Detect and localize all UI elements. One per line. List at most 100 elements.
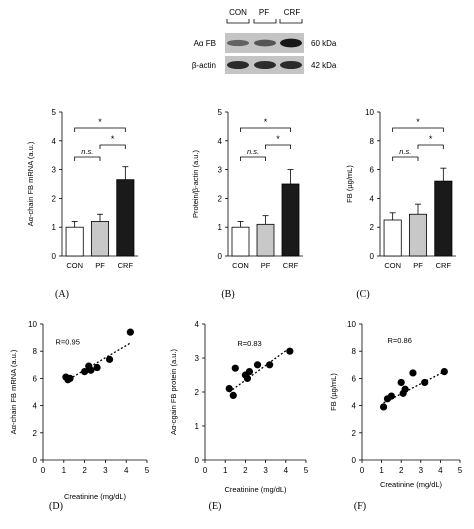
x-tick-label-f: 4 (438, 466, 443, 475)
significance-label-b: * (276, 134, 280, 144)
x-tick-label-d: 5 (145, 466, 150, 475)
x-tick-label-f: 0 (360, 466, 365, 475)
data-point-f (397, 378, 405, 387)
bar-chart-b: 0 1 2 3 4 5 CON PF CRF n.s. * * Protein/β-actin (a… (191, 108, 303, 300)
data-point-f (387, 392, 395, 400)
y-tick-label-d: 10 (28, 320, 37, 329)
y-tick-label-b: 3 (218, 166, 223, 175)
bars-b: n.s. * * (231, 117, 300, 257)
data-point-d (105, 355, 114, 363)
y-tick-label-b: 4 (218, 137, 223, 146)
y-tick-label-a: 1 (52, 223, 57, 232)
lane-header-crf: CRF (279, 8, 303, 24)
y-tick-label-e: 0 (195, 456, 200, 465)
x-tick-label-e: 3 (263, 466, 268, 475)
significance-bracket-c (392, 127, 444, 132)
data-point-d (66, 374, 74, 382)
blot-band-actin-con (227, 60, 249, 70)
significance-label-a: n.s. (81, 147, 93, 156)
y-tick-label-c: 0 (370, 252, 375, 261)
x-tick-label-e: 2 (243, 466, 248, 475)
y-tick-label-f: 4 (352, 402, 357, 411)
lane-header-pf: PF (253, 8, 277, 24)
y-tick-label-d: 6 (33, 374, 38, 383)
blot-size-actin: 42 kDa (311, 61, 337, 70)
x-tick-label-e: 4 (284, 466, 289, 475)
y-tick-label-d: 0 (33, 456, 38, 465)
lane-label-crf: CRF (284, 8, 301, 17)
y-tick-label-a: 0 (52, 252, 57, 261)
y-axis-label-d: Aα-chain FB mRNA (a.u.) (9, 349, 18, 434)
data-point-e (243, 374, 252, 382)
data-point-d (81, 368, 89, 376)
blot-bands (227, 38, 302, 70)
data-point-d (126, 328, 134, 336)
axes-f: 0 2 4 6 8 10 0 1 2 3 4 5 (347, 320, 463, 475)
x-tick-label-c: CRF (436, 261, 452, 270)
scatter-chart-f: 0 2 4 6 8 10 0 1 2 3 4 5 FB (µg/mL) Creatinine (mg/… (329, 320, 463, 512)
scatter-chart-e: 0 1 2 3 4 0 1 2 3 4 5 Aα-cgain FB protein (a.u.) C… (169, 320, 309, 512)
bar-c-pf (408, 213, 428, 257)
y-tick-label-d: 8 (33, 347, 38, 356)
y-tick-label-f: 6 (352, 374, 357, 383)
lane-bracket-pf (253, 19, 277, 24)
lane-label-pf: PF (259, 8, 269, 17)
x-axis-label-d: Creatinine (mg/dL) (64, 492, 127, 501)
significance-bracket-a (74, 156, 101, 161)
lane-bracket-crf (279, 19, 303, 24)
data-point-e (253, 361, 262, 369)
panel-label-f: (F) (354, 501, 366, 512)
points-f (379, 368, 448, 411)
x-tick-label-d: 2 (82, 466, 87, 475)
x-tick-label-f: 1 (379, 466, 384, 475)
y-tick-label-b: 5 (218, 108, 223, 117)
data-point-f (440, 368, 448, 376)
bar-a-con (65, 226, 84, 257)
bar-c-con (383, 219, 402, 257)
y-tick-label-f: 0 (352, 456, 357, 465)
y-tick-label-f: 8 (352, 347, 357, 356)
y-axis-label-a: Aα-chain FB mRNA (a.u.) (26, 141, 35, 226)
significance-bracket-c (392, 156, 419, 161)
x-tick-label-f: 3 (419, 466, 424, 475)
y-tick-label-c: 10 (365, 108, 374, 117)
x-tick-label-d: 3 (103, 466, 108, 475)
data-point-d (93, 363, 101, 372)
lane-bracket-con (226, 19, 250, 24)
correlation-label-f: R=0.86 (387, 336, 411, 345)
points-e (225, 347, 294, 399)
x-tick-label-e: 5 (304, 466, 309, 475)
data-point-e (231, 364, 239, 372)
x-tick-label-b: PF (261, 261, 271, 270)
y-axis-label-c: FB (µg/mL) (345, 165, 354, 203)
significance-bracket-c (417, 144, 444, 149)
y-tick-label-e: 4 (195, 320, 200, 329)
x-tick-label-b: CRF (283, 261, 299, 270)
trend-line-d (65, 342, 131, 382)
y-tick-label-a: 5 (52, 108, 57, 117)
data-point-f (379, 403, 388, 411)
data-point-e (225, 385, 233, 393)
axes-d: 0 2 4 6 8 10 0 1 2 3 4 5 (28, 320, 150, 475)
panel-label-c: (C) (356, 289, 369, 300)
significance-bracket-a (99, 144, 126, 149)
y-tick-label-e: 1 (195, 422, 200, 431)
y-tick-label-f: 2 (352, 429, 357, 438)
bar-chart-c: 0 2 4 6 8 10 CON PF CRF n.s. * * FB (µg/mL) (C) (345, 108, 456, 300)
bars-c: n.s. * * (383, 117, 453, 257)
western-blot: CON PF CRF Aα FB β-actin 60 kDa 42 kDa (192, 8, 337, 74)
y-axis-label-e: Aα-cgain FB protein (a.u.) (169, 348, 178, 435)
blot-band-fb-crf (280, 38, 302, 48)
x-tick-label-d: 0 (41, 466, 46, 475)
y-tick-label-b: 0 (218, 252, 223, 261)
y-axis-label-b: Protein/β-actin (a.u.) (191, 149, 200, 218)
y-tick-label-b: 2 (218, 194, 223, 203)
significance-bracket-b (240, 127, 291, 132)
y-tick-label-e: 2 (195, 388, 200, 397)
y-tick-label-a: 2 (52, 194, 57, 203)
significance-label-c: * (429, 134, 433, 144)
bars-a: n.s. * * (65, 117, 135, 257)
data-point-e (286, 347, 294, 355)
panel-label-d: (D) (49, 501, 63, 512)
y-tick-label-e: 3 (195, 354, 200, 363)
